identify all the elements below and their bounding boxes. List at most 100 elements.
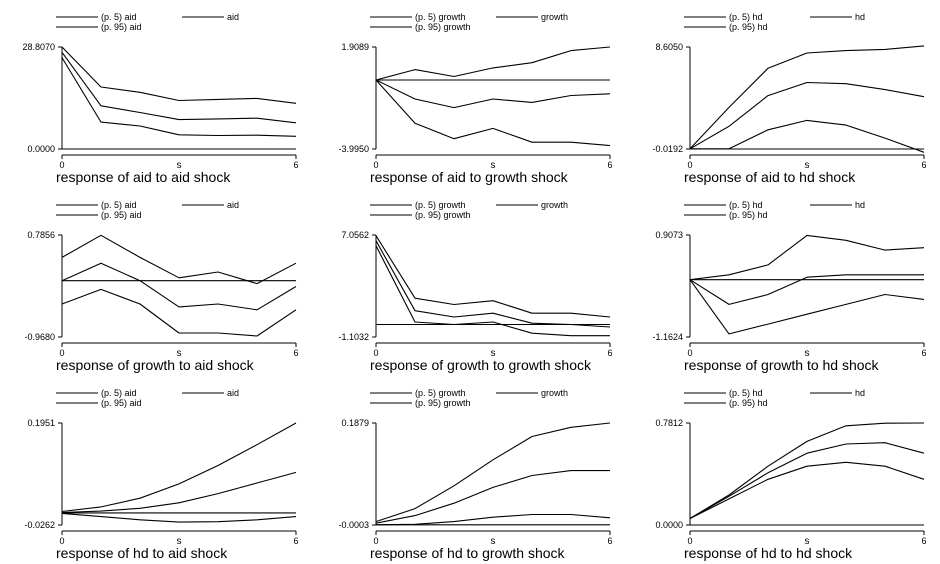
series-line-p95 (689, 422, 925, 519)
legend-label-mid: hd (855, 12, 865, 22)
x-axis-label: s (491, 160, 496, 171)
x-tick-label: 6 (921, 160, 926, 170)
series-line-p5 (375, 79, 611, 147)
series-line-p95 (61, 422, 297, 513)
x-axis-label: s (805, 348, 810, 359)
x-tick-label: 6 (293, 348, 298, 358)
chart-svg: (p. 5) growth growth (p. 95) growth 7.0562 -… (338, 200, 612, 373)
y-tick-label: -0.9680 (24, 332, 55, 342)
legend-label-mid: growth (541, 200, 568, 210)
legend-label-p95: (p. 95) hd (729, 210, 768, 220)
x-tick-label: 6 (293, 536, 298, 546)
x-tick-label: 6 (607, 348, 612, 358)
chart-svg: (p. 5) aid aid (p. 95) aid 0.1951 -0.0262 0 6 s… (24, 388, 298, 561)
x-tick-label: 0 (59, 160, 64, 170)
legend-label-mid: hd (855, 388, 865, 398)
legend-label-mid: growth (541, 388, 568, 398)
legend: (p. 5) growth growth (p. 95) growth (370, 388, 568, 408)
x-tick-label: 6 (921, 536, 926, 546)
legend-label-p95: (p. 95) aid (101, 210, 142, 220)
x-tick-label: 0 (59, 536, 64, 546)
y-tick-label: 1.9089 (341, 42, 369, 52)
x-tick-label: 0 (687, 160, 692, 170)
chart-caption: response of growth to aid shock (56, 357, 255, 373)
x-tick-label: 6 (293, 160, 298, 170)
series-line-mid (61, 471, 297, 514)
legend-label-p5: (p. 5) growth (415, 12, 466, 22)
y-tick-label: -1.1624 (652, 332, 683, 342)
legend-label-p5: (p. 5) aid (101, 200, 137, 210)
y-tick-label: -1.1032 (338, 332, 369, 342)
legend-label-p95: (p. 95) hd (729, 22, 768, 32)
series-line-p95 (689, 234, 925, 281)
legend-label-p95: (p. 95) growth (415, 398, 471, 408)
legend: (p. 5) aid aid (p. 95) aid (56, 12, 239, 32)
legend-label-p5: (p. 5) growth (415, 200, 466, 210)
chart-svg: (p. 5) hd hd (p. 95) hd 0.7812 0.0000 0 6 sresp… (655, 388, 926, 561)
chart-caption: response of aid to growth shock (370, 169, 569, 185)
legend-label-mid: aid (227, 200, 239, 210)
legend-label-p5: (p. 5) hd (729, 200, 763, 210)
x-tick-label: 0 (373, 536, 378, 546)
legend: (p. 5) aid aid (p. 95) aid (56, 388, 239, 408)
series-line-mid (375, 470, 610, 524)
y-tick-label: 0.9073 (655, 230, 683, 240)
chart-caption: response of aid to aid shock (56, 169, 231, 185)
x-tick-label: 0 (373, 348, 378, 358)
series-line-p5 (689, 461, 925, 519)
chart-panel: (p. 5) aid aid (p. 95) aid 0.7856 -0.9680 0 6 s… (0, 188, 314, 376)
series-line-p95 (689, 45, 925, 150)
chart-panel: (p. 5) growth growth (p. 95) growth 0.1879 -… (314, 376, 628, 564)
x-tick-label: 0 (373, 160, 378, 170)
series-line-mid (375, 79, 611, 109)
series-line-p5 (689, 279, 925, 335)
x-axis-label: s (177, 536, 182, 547)
x-axis-label: s (491, 348, 496, 359)
chart-svg: (p. 5) aid aid (p. 95) aid 0.7856 -0.9680 0 6 s… (24, 200, 298, 373)
y-tick-label: 0.7812 (655, 418, 683, 428)
x-tick-label: 0 (687, 536, 692, 546)
legend-label-p95: (p. 95) hd (729, 398, 768, 408)
series-line-p95 (375, 422, 611, 523)
chart-panel: (p. 5) hd hd (p. 95) hd 8.6050 -0.0192 0 6 s res… (628, 0, 940, 188)
legend-label-p5: (p. 5) aid (101, 388, 137, 398)
chart-svg: (p. 5) growth growth (p. 95) growth 0.1879 -… (338, 388, 612, 561)
x-axis-label: s (805, 536, 810, 547)
legend: (p. 5) hd hd (p. 95) hd (684, 200, 865, 220)
y-tick-label: 0.1879 (341, 418, 369, 428)
legend: (p. 5) aid aid (p. 95) aid (56, 200, 239, 220)
series-line-p5 (61, 57, 297, 137)
x-tick-label: 6 (921, 348, 926, 358)
legend-label-p95: (p. 95) aid (101, 22, 142, 32)
series-line-mid (689, 442, 925, 519)
x-axis-label: s (805, 160, 810, 171)
x-axis-label: s (177, 160, 182, 171)
y-tick-label: 7.0562 (341, 230, 369, 240)
legend-label-p5: (p. 5) hd (729, 12, 763, 22)
legend-label-mid: aid (227, 12, 239, 22)
x-axis-label: s (177, 348, 182, 359)
chart-panel: (p. 5) aid aid (p. 95) aid 28.8070 0.0000 0 6 s… (0, 0, 314, 188)
series-line-p95 (61, 234, 297, 285)
y-tick-label: 0.7856 (27, 230, 55, 240)
y-tick-label: 0.0000 (655, 520, 683, 530)
chart-caption: response of hd to aid shock (56, 545, 228, 561)
legend-label-mid: growth (541, 12, 568, 22)
x-axis-label: s (491, 536, 496, 547)
x-tick-label: 6 (607, 160, 612, 170)
series-line-mid (61, 51, 297, 124)
series-line-p5 (61, 288, 297, 337)
series-line-p5 (690, 119, 925, 153)
legend-label-p95: (p. 95) growth (415, 22, 471, 32)
x-tick-label: 6 (607, 536, 612, 546)
chart-svg: (p. 5) hd hd (p. 95) hd 0.9073 -1.1624 0 6 sres… (652, 200, 926, 373)
y-tick-label: -3.9950 (338, 144, 369, 154)
legend: (p. 5) growth growth (p. 95) growth (370, 12, 568, 32)
chart-svg: (p. 5) aid aid (p. 95) aid 28.8070 0.0000 0 6 s… (22, 12, 298, 185)
y-tick-label: 28.8070 (22, 42, 55, 52)
chart-svg: (p. 5) growth growth (p. 95) growth 1.9089 -… (338, 12, 612, 185)
chart-caption: response of growth to growth shock (370, 357, 592, 373)
legend-label-p5: (p. 5) aid (101, 12, 137, 22)
series-line-mid (689, 274, 924, 305)
